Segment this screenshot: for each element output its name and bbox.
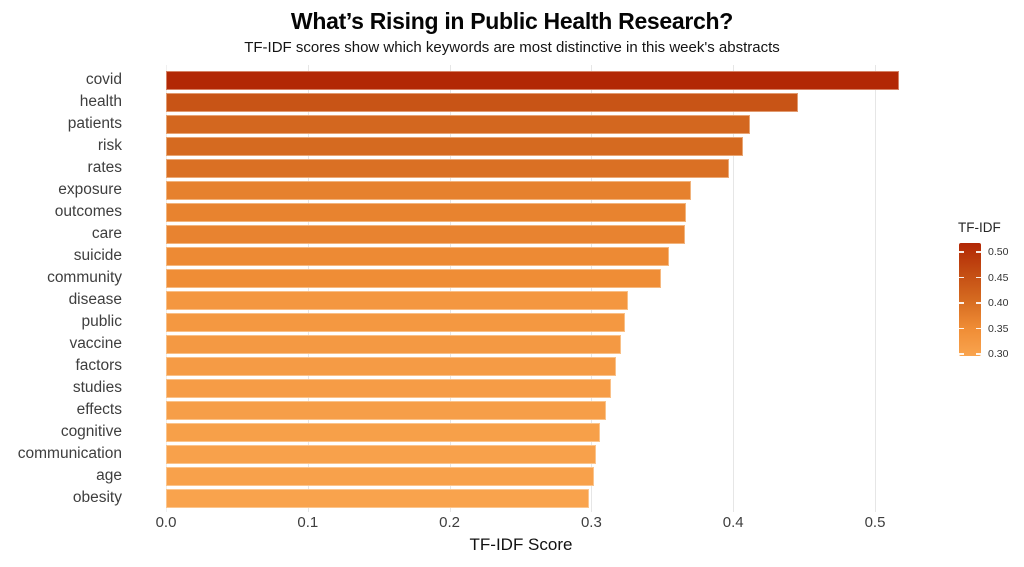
- legend-tick-mark: [959, 327, 964, 330]
- x-tick-0.5: 0.5: [864, 514, 886, 531]
- legend-tick-mark: [959, 353, 964, 355]
- bar-disease: [166, 291, 629, 310]
- y-label-studies: studies: [72, 379, 122, 396]
- bar-communication: [166, 445, 596, 464]
- bar-care: [166, 225, 685, 244]
- y-label-cognitive: cognitive: [60, 423, 122, 440]
- bar-vaccine: [166, 335, 622, 354]
- gridline-0.0: [166, 65, 167, 512]
- chart-title: What’s Rising in Public Health Research?: [290, 8, 734, 34]
- x-tick-0.1: 0.1: [297, 514, 319, 531]
- legend-tick-label-0.35: 0.35: [988, 322, 1009, 335]
- legend: TF-IDF 0.50 0.45 0.40 0.35 0.30: [952, 220, 1024, 370]
- y-label-community: community: [47, 269, 122, 286]
- bar-age: [166, 467, 595, 486]
- bar-patients: [166, 115, 751, 134]
- bar-obesity: [166, 489, 589, 508]
- legend-tick-mark: [959, 251, 964, 253]
- y-label-rates: rates: [87, 159, 122, 176]
- bar-effects: [166, 401, 606, 420]
- bar-public: [166, 313, 626, 332]
- y-label-age: age: [96, 467, 122, 484]
- gridline-0.4: [733, 65, 735, 512]
- y-label-obesity: obesity: [72, 489, 122, 506]
- y-label-communication: communication: [17, 445, 122, 462]
- plot-panel: [166, 65, 912, 512]
- x-tick-0.2: 0.2: [439, 514, 461, 531]
- y-label-exposure: exposure: [58, 181, 122, 198]
- legend-tick-mark: [959, 302, 964, 304]
- legend-title: TF-IDF: [958, 220, 1001, 235]
- y-label-care: care: [91, 225, 122, 242]
- gridline-0.3: [591, 65, 593, 512]
- legend-tick-mark: [976, 302, 981, 304]
- x-tick-0.4: 0.4: [722, 514, 744, 531]
- bar-risk: [166, 137, 744, 156]
- legend-tick-mark: [976, 251, 981, 253]
- y-label-covid: covid: [85, 71, 122, 88]
- y-label-patients: patients: [67, 115, 122, 132]
- legend-tick-mark: [976, 327, 981, 330]
- gridline-0.5: [875, 65, 876, 512]
- y-label-vaccine: vaccine: [69, 335, 122, 352]
- y-label-factors: factors: [75, 357, 122, 374]
- bar-outcomes: [166, 203, 687, 222]
- bar-studies: [166, 379, 612, 398]
- x-axis-title: TF-IDF Score: [469, 535, 573, 554]
- legend-tick-label-0.30: 0.30: [988, 347, 1009, 360]
- bar-community: [166, 269, 661, 288]
- legend-tick-label-0.40: 0.40: [988, 297, 1009, 310]
- legend-tick-mark: [976, 353, 981, 355]
- y-label-risk: risk: [97, 137, 122, 154]
- chart-subtitle: TF-IDF scores show which keywords are mo…: [244, 39, 780, 56]
- gridline-0.2: [449, 65, 451, 512]
- gridline-0.1: [307, 65, 309, 512]
- legend-tick-mark: [959, 276, 964, 279]
- y-label-health: health: [79, 93, 122, 110]
- x-axis-tick-labels: 0.0 0.1 0.2 0.3 0.4 0.5: [156, 514, 912, 531]
- y-label-effects: effects: [76, 401, 122, 418]
- bar-exposure: [166, 181, 691, 200]
- y-label-outcomes: outcomes: [54, 203, 122, 220]
- bar-factors: [166, 357, 616, 376]
- y-label-suicide: suicide: [73, 247, 122, 264]
- y-axis-labels: covid health patients risk rates exposure outc…: [0, 65, 122, 512]
- legend-tick-label-0.50: 0.50: [988, 246, 1009, 259]
- bar-cognitive: [166, 423, 600, 442]
- y-label-disease: disease: [68, 291, 122, 308]
- legend-tick-mark: [976, 276, 981, 279]
- bar-suicide: [166, 247, 670, 266]
- legend-tick-label-0.45: 0.45: [988, 271, 1009, 284]
- x-tick-0.0: 0.0: [155, 514, 177, 531]
- x-tick-0.3: 0.3: [580, 514, 602, 531]
- legend-gradient-bar: [959, 243, 981, 356]
- bar-health: [166, 93, 799, 112]
- bar-rates: [166, 159, 729, 178]
- y-label-public: public: [81, 313, 123, 330]
- bar-covid: [166, 71, 900, 90]
